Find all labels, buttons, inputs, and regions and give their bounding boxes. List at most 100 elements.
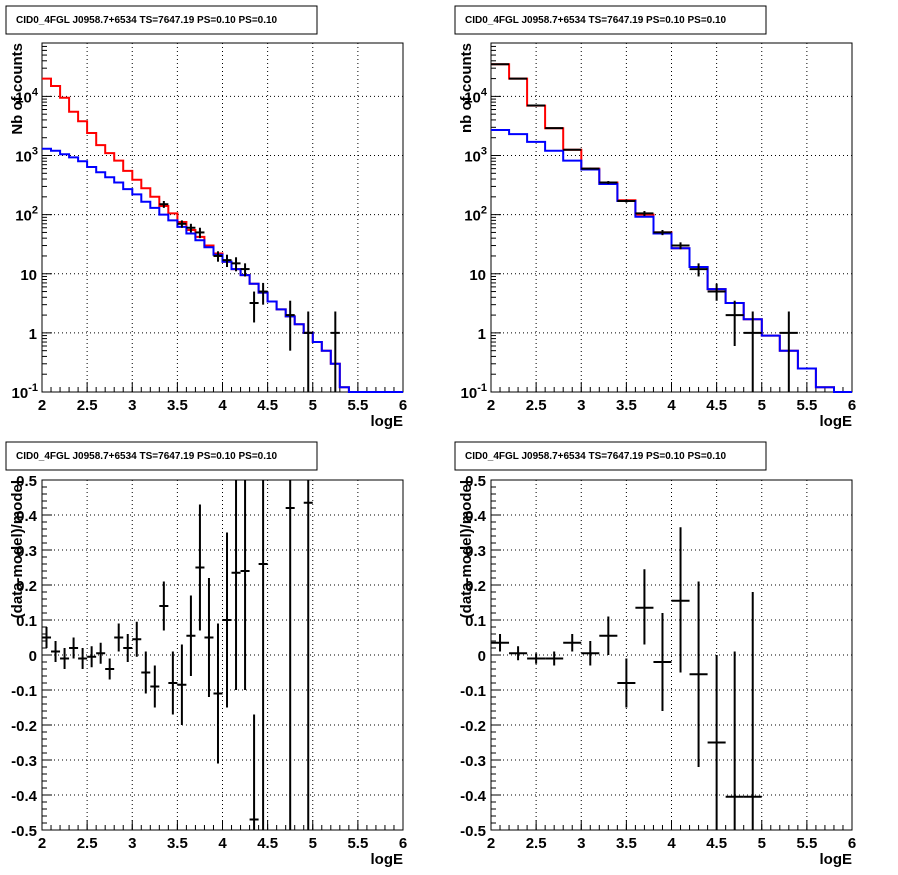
x-tick-label: 3 <box>577 397 585 414</box>
y-tick-label: -0.3 <box>11 753 37 770</box>
x-tick-label: 4.5 <box>706 397 727 414</box>
data-point <box>195 227 205 239</box>
y-tick-label: -0.5 <box>11 823 37 840</box>
y-tick-label: -0.1 <box>11 683 37 700</box>
x-axis-label: logE <box>820 413 853 430</box>
data-point <box>653 613 672 711</box>
data-point <box>222 532 232 708</box>
title-frame <box>5 441 318 471</box>
title-frame <box>454 5 767 35</box>
data-point <box>545 127 564 130</box>
x-axis-label: logE <box>371 851 404 868</box>
y-tick-label: 0 <box>29 648 37 665</box>
x-tick-label: 3 <box>577 835 585 852</box>
data-point <box>177 220 187 228</box>
data-points <box>42 480 313 830</box>
data-point <box>258 480 268 830</box>
y-tick-label: 0.1 <box>465 613 486 630</box>
data-point <box>303 311 313 392</box>
data-point <box>617 199 636 203</box>
data-point <box>258 282 268 305</box>
data-point <box>141 651 151 694</box>
data-point <box>581 167 600 170</box>
data-point <box>725 300 744 346</box>
data-point <box>222 254 232 268</box>
model-source-histogram <box>42 147 403 393</box>
panel-title-box: CID0_4FGL J0958.7+6534 TS=7647.19 PS=0.1… <box>454 5 767 35</box>
data-point <box>105 658 115 680</box>
y-tick-label: -0.5 <box>460 823 486 840</box>
data-point <box>527 104 546 107</box>
y-tick-label: 104 <box>464 86 488 106</box>
x-tick-label: 4 <box>667 835 676 852</box>
x-tick-label: 3.5 <box>616 397 637 414</box>
y-tick-label: 10 <box>20 267 37 284</box>
data-point <box>509 77 528 80</box>
data-point <box>635 569 654 645</box>
x-tick-label: 6 <box>399 835 407 852</box>
y-tick-label: 0.1 <box>16 613 37 630</box>
data-point <box>96 642 106 664</box>
data-point <box>60 648 70 669</box>
data-point <box>689 581 708 767</box>
y-tick-label: 102 <box>464 205 487 225</box>
data-point <box>545 651 564 666</box>
data-point <box>114 623 124 652</box>
data-point <box>69 637 79 659</box>
y-tick-label: 0.2 <box>16 578 37 595</box>
data-point <box>599 616 618 655</box>
data-point <box>581 641 600 666</box>
x-tick-label: 5 <box>758 397 766 414</box>
data-point <box>195 504 205 631</box>
data-point <box>150 665 160 708</box>
x-tick-label: 5 <box>309 397 317 414</box>
y-tick-label: -0.4 <box>11 788 38 805</box>
x-tick-label: 4 <box>218 835 227 852</box>
y-tick-label: 102 <box>15 205 38 225</box>
y-tick-label: 0.5 <box>465 473 486 490</box>
panel-4: CID0_4FGL J0958.7+6534 TS=7647.19 PS=0.1… <box>454 441 856 868</box>
y-tick-label: 0.5 <box>16 473 37 490</box>
x-tick-label: 2.5 <box>77 397 98 414</box>
data-point <box>689 263 708 277</box>
y-tick-label: 0 <box>478 648 486 665</box>
panel-title-box: CID0_4FGL J0958.7+6534 TS=7647.19 PS=0.1… <box>5 5 318 35</box>
title-frame <box>5 5 318 35</box>
y-tick-label: 10-1 <box>461 382 487 402</box>
data-point <box>240 480 250 690</box>
x-tick-label: 4 <box>218 397 227 414</box>
y-tick-label: 0.2 <box>465 578 486 595</box>
data-points <box>491 63 798 392</box>
x-tick-label: 2 <box>487 397 495 414</box>
data-point <box>671 242 690 250</box>
data-point <box>204 578 214 697</box>
x-tick-label: 2.5 <box>526 397 547 414</box>
panel-3: CID0_4FGL J0958.7+6534 TS=7647.19 PS=0.1… <box>5 441 407 868</box>
y-axis-label: Nb of counts <box>9 43 26 135</box>
data-point <box>168 651 178 715</box>
data-point <box>186 223 196 233</box>
x-tick-label: 5.5 <box>796 397 817 414</box>
panel-2: CID0_4FGL J0958.7+6534 TS=7647.19 PS=0.1… <box>454 5 856 430</box>
data-point <box>743 311 762 392</box>
data-point <box>132 621 142 657</box>
y-tick-label: 10 <box>469 267 486 284</box>
data-point <box>563 634 582 652</box>
x-tick-label: 5 <box>758 835 766 852</box>
y-tick-label: -0.3 <box>460 753 486 770</box>
data-point <box>231 257 241 272</box>
data-point <box>671 527 690 673</box>
y-tick-label: 0.4 <box>465 508 487 525</box>
y-tick-label: 0.4 <box>16 508 38 525</box>
x-tick-label: 3.5 <box>167 835 188 852</box>
y-axis: -0.5 -0.4 -0.3 -0.2 -0.1 0 0.1 0.2 0.3 0.4 0.5(dat… <box>9 473 403 840</box>
x-tick-label: 2.5 <box>526 835 547 852</box>
x-tick-label: 6 <box>399 397 407 414</box>
y-tick-label: 103 <box>464 146 487 166</box>
data-point <box>249 714 259 830</box>
data-point <box>527 653 546 664</box>
data-point <box>599 181 618 184</box>
data-point <box>186 595 196 676</box>
